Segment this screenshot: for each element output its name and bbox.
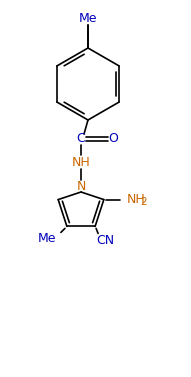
Text: C: C (77, 132, 85, 146)
Text: N: N (76, 181, 86, 193)
Text: CN: CN (96, 234, 114, 247)
Text: Me: Me (38, 232, 56, 245)
Text: NH: NH (127, 193, 146, 206)
Text: 2: 2 (140, 196, 146, 207)
Text: O: O (108, 132, 118, 146)
Text: NH: NH (72, 155, 90, 169)
Text: Me: Me (79, 12, 97, 26)
